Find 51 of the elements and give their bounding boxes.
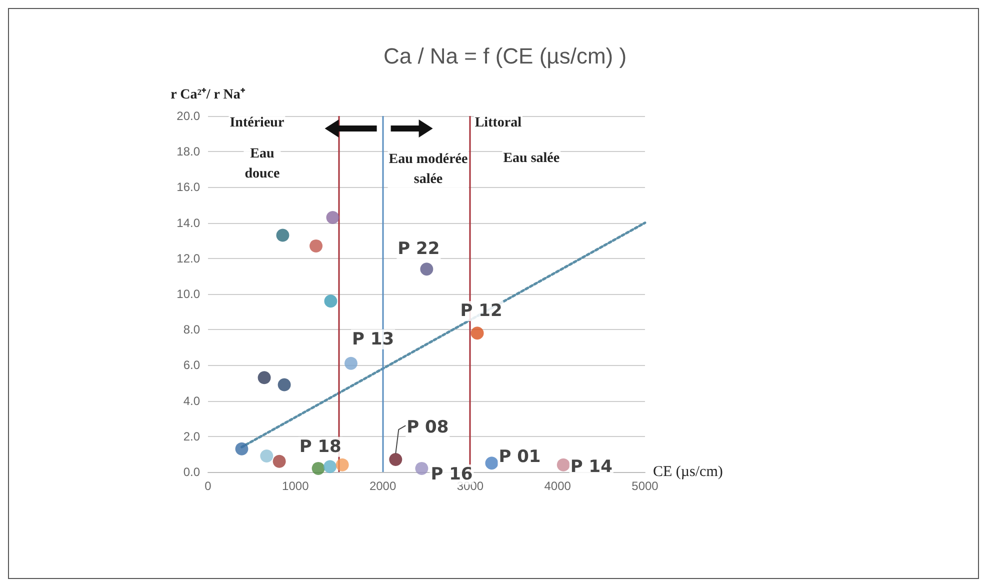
x-tick-label: 1000 — [282, 479, 310, 493]
annotation: Littoral — [474, 116, 522, 131]
y-tick-label: 14.0 — [176, 216, 200, 230]
y-tick-label: 8.0 — [183, 322, 200, 337]
annotation: P 13 — [352, 329, 394, 350]
point — [235, 442, 248, 456]
annotation: P 22 — [398, 239, 440, 260]
annotation: P 18 — [299, 436, 342, 457]
y-tick-label: 16.0 — [176, 180, 200, 194]
annotation: P 12 — [460, 301, 502, 322]
annotation: P 14 — [570, 456, 613, 477]
point — [272, 454, 286, 468]
point — [389, 453, 402, 466]
x-tick-label: 4000 — [544, 479, 572, 493]
x-tick-label: 2000 — [369, 479, 396, 493]
point — [310, 239, 323, 252]
point — [556, 458, 570, 472]
point — [278, 378, 291, 392]
x-tick-label: 5000 — [632, 479, 659, 493]
y-tick-label: 6.0 — [183, 358, 200, 372]
annotation: P 08 — [406, 418, 449, 438]
y-tick-label: 18.0 — [176, 144, 200, 159]
point — [324, 294, 338, 308]
annotation: Eau modérée salée — [388, 152, 468, 187]
point — [336, 458, 349, 472]
point — [312, 462, 325, 475]
point — [470, 326, 484, 340]
point — [324, 460, 337, 474]
annotation: P 16 — [430, 464, 473, 484]
y-axis-title: r Ca²⁺/ r Na⁺ — [170, 88, 246, 102]
y-tick-label: 20.0 — [176, 109, 200, 123]
y-tick-label: 4.0 — [183, 394, 200, 408]
annotation: P 01 — [498, 447, 541, 468]
point — [276, 228, 290, 242]
point — [344, 356, 358, 370]
y-tick-label: 2.0 — [183, 429, 200, 444]
point — [260, 449, 274, 462]
x-tick-label: 0 — [204, 479, 212, 493]
y-tick-label: 10.0 — [176, 287, 200, 301]
point — [420, 262, 434, 276]
y-tick-label: 12.0 — [176, 251, 200, 266]
x-axis-title: CE (µs/cm) — [653, 464, 723, 480]
annotation: Eau douce — [244, 146, 280, 182]
annotation: Intérieur — [230, 116, 284, 131]
point — [326, 210, 340, 224]
annotation: Eau salée — [503, 151, 560, 166]
point — [258, 371, 271, 384]
point — [485, 456, 498, 470]
chart-title: Ca / Na = f (CE (µs/cm) ) — [383, 44, 627, 68]
y-tick-label: 0.0 — [183, 465, 200, 479]
point — [415, 462, 428, 475]
